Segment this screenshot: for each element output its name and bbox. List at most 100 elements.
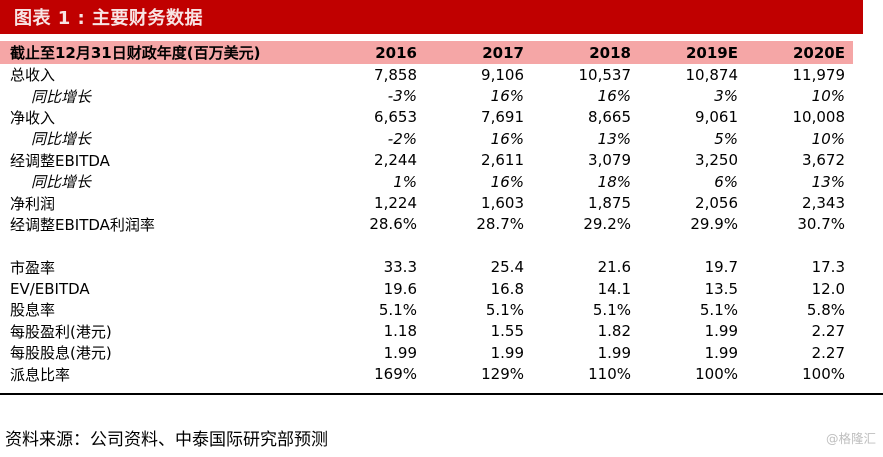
- row-value: 6%: [714, 172, 738, 191]
- row-value: 1.99: [383, 343, 417, 362]
- table-row: 总收入 7,858 9,106 10,537 10,874 11,979: [0, 64, 853, 85]
- row-value: 11,979: [792, 65, 846, 84]
- row-label: [0, 235, 318, 256]
- row-value: 7,691: [481, 108, 524, 127]
- row-value: 21.6: [597, 258, 631, 277]
- row-value: 2.27: [811, 322, 845, 341]
- column-header-2016: 2016: [318, 41, 425, 64]
- row-value: 5.8%: [806, 300, 845, 319]
- table-row: 派息比率 169% 129% 110% 100% 100%: [0, 363, 853, 384]
- table-row: 每股盈利(港元) 1.18 1.55 1.82 1.99 2.27: [0, 321, 853, 342]
- row-value: 1.99: [597, 343, 631, 362]
- row-value: 5.1%: [378, 300, 417, 319]
- row-value: 10,537: [578, 65, 632, 84]
- figure-title: 图表 1 : 主要财务数据: [14, 8, 204, 29]
- row-value: 1.55: [490, 322, 524, 341]
- row-label: 市盈率: [10, 258, 56, 277]
- row-value: 3%: [714, 87, 738, 106]
- row-value: 3,672: [802, 151, 845, 170]
- row-value: 100%: [695, 365, 738, 384]
- row-value: 5.1%: [699, 300, 738, 319]
- row-value: 169%: [374, 365, 417, 384]
- table-row: 每股股息(港元) 1.99 1.99 1.99 1.99 2.27: [0, 342, 853, 363]
- row-label: 同比增长: [31, 173, 92, 192]
- row-value: 12.0: [811, 279, 845, 298]
- table-row: 经调整EBITDA 2,244 2,611 3,079 3,250 3,672: [0, 150, 853, 171]
- row-value: 10,874: [685, 65, 739, 84]
- row-label: EV/EBITDA: [10, 279, 90, 298]
- row-value: 25.4: [490, 258, 524, 277]
- row-value: 5.1%: [592, 300, 631, 319]
- row-value: 1%: [393, 172, 417, 191]
- column-header-2020e: 2020E: [746, 41, 853, 64]
- row-label: 每股股息(港元): [10, 344, 112, 363]
- row-value: 1.99: [704, 343, 738, 362]
- row-value: 3,250: [695, 151, 738, 170]
- financial-data-table: 截止至12月31日财政年度(百万美元) 2016 2017 2018 2019E…: [0, 41, 853, 385]
- table-row: 市盈率 33.3 25.4 21.6 19.7 17.3: [0, 257, 853, 278]
- row-value: [532, 235, 639, 256]
- row-value: 13.5: [704, 279, 738, 298]
- table-header-label: 截止至12月31日财政年度(百万美元): [0, 41, 318, 64]
- row-value: 1.99: [704, 322, 738, 341]
- row-value: 7,858: [374, 65, 417, 84]
- row-value: 129%: [481, 365, 524, 384]
- row-value: 1.99: [490, 343, 524, 362]
- row-value: 8,665: [588, 108, 631, 127]
- footer: 资料来源：公司资料、中泰国际研究部预测 @格隆汇: [0, 425, 883, 450]
- table-row: [0, 235, 853, 256]
- row-value: 2,056: [695, 194, 738, 213]
- row-label: 总收入: [10, 66, 56, 85]
- row-value: 13%: [811, 172, 845, 191]
- row-value: -2%: [387, 129, 417, 148]
- row-value: 1,224: [374, 194, 417, 213]
- table-row: EV/EBITDA 19.6 16.8 14.1 13.5 12.0: [0, 278, 853, 299]
- table-row: 同比增长 -2% 16% 13% 5% 10%: [0, 128, 853, 149]
- row-value: 1,875: [588, 194, 631, 213]
- row-value: 5.1%: [485, 300, 524, 319]
- table-row: 净利润 1,224 1,603 1,875 2,056 2,343: [0, 192, 853, 213]
- watermark: @格隆汇: [825, 430, 876, 446]
- column-header-2019e: 2019E: [639, 41, 746, 64]
- row-label: 同比增长: [31, 87, 92, 106]
- row-label: 股息率: [10, 301, 56, 320]
- row-value: 17.3: [811, 258, 845, 277]
- row-label: 净利润: [10, 194, 56, 213]
- row-value: 19.6: [383, 279, 417, 298]
- figure-title-bar: 图表 1 : 主要财务数据: [0, 0, 863, 34]
- row-label: 同比增长: [31, 130, 92, 149]
- row-value: [425, 235, 532, 256]
- row-value: 2,343: [802, 194, 845, 213]
- row-value: 16%: [597, 87, 631, 106]
- row-value: 1.82: [597, 322, 631, 341]
- row-value: 5%: [714, 129, 738, 148]
- row-value: 10,008: [792, 108, 846, 127]
- row-value: 6,653: [374, 108, 417, 127]
- row-label: 净收入: [10, 108, 56, 127]
- row-value: 28.6%: [369, 215, 417, 234]
- source-note: 资料来源：公司资料、中泰国际研究部预测: [5, 429, 328, 450]
- row-value: 9,061: [695, 108, 738, 127]
- table-row: 经调整EBITDA利润率 28.6% 28.7% 29.2% 29.9% 30.…: [0, 214, 853, 235]
- row-value: 18%: [597, 172, 631, 191]
- row-value: 16%: [490, 172, 524, 191]
- row-label: 每股盈利(港元): [10, 322, 112, 341]
- row-value: 100%: [802, 365, 845, 384]
- table-header-row: 截止至12月31日财政年度(百万美元) 2016 2017 2018 2019E…: [0, 41, 853, 64]
- row-value: 2,244: [374, 151, 417, 170]
- row-label: 经调整EBITDA: [10, 151, 110, 170]
- row-label: 经调整EBITDA利润率: [10, 215, 155, 234]
- row-value: 2.27: [811, 343, 845, 362]
- row-value: 14.1: [597, 279, 631, 298]
- divider-line: [0, 392, 883, 395]
- row-value: 3,079: [588, 151, 631, 170]
- column-header-2017: 2017: [425, 41, 532, 64]
- row-value: 110%: [588, 365, 631, 384]
- table-row: 净收入 6,653 7,691 8,665 9,061 10,008: [0, 107, 853, 128]
- row-value: 19.7: [704, 258, 738, 277]
- row-value: 29.2%: [583, 215, 631, 234]
- table-row: 股息率 5.1% 5.1% 5.1% 5.1% 5.8%: [0, 299, 853, 320]
- row-value: 16%: [490, 129, 524, 148]
- table-row: 同比增长 -3% 16% 16% 3% 10%: [0, 85, 853, 106]
- row-value: 1.18: [383, 322, 417, 341]
